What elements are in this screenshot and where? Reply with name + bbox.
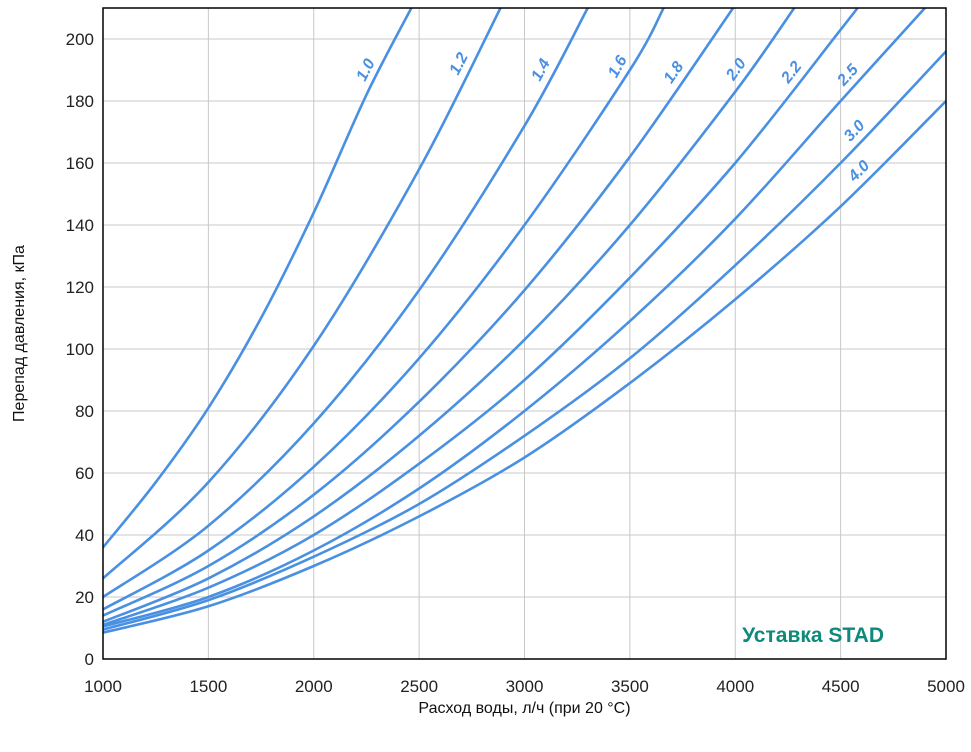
tick-labels: 1000 1500 2000 2500 3000 3500 4000 4500 5000 0 20 4… [66, 30, 965, 696]
curve-1-6 [103, 8, 665, 611]
y-tick-label: 40 [75, 526, 94, 545]
y-tick-label: 200 [66, 30, 94, 49]
x-tick-label: 2500 [400, 677, 438, 696]
x-tick-label: 4500 [822, 677, 860, 696]
y-tick-label: 0 [85, 650, 94, 669]
y-tick-label: 140 [66, 216, 94, 235]
x-tick-label: 2000 [295, 677, 333, 696]
plot-frame [102, 7, 947, 660]
curve-2-5 [103, 8, 927, 628]
curve-3-0 [103, 50, 946, 631]
x-axis-title: Расход воды, л/ч (при 20 °C) [418, 700, 630, 717]
curve-1-2 [103, 8, 502, 580]
y-tick-label: 120 [66, 278, 94, 297]
y-tick-label: 180 [66, 92, 94, 111]
curve-4-0 [103, 99, 946, 634]
x-tick-label: 4000 [716, 677, 754, 696]
y-tick-label: 160 [66, 154, 94, 173]
y-tick-label: 100 [66, 340, 94, 359]
chart-annotation: Уставка STAD [742, 624, 884, 647]
x-tick-label: 1000 [84, 677, 122, 696]
curve-1-8 [103, 8, 735, 617]
curve-2-0 [103, 8, 796, 624]
x-tick-label: 3500 [611, 677, 649, 696]
y-axis-title: Перепад давления, кПа [11, 245, 28, 422]
x-tick-label: 5000 [927, 677, 965, 696]
curve-1-0 [103, 8, 413, 549]
curve-1-4 [103, 8, 590, 599]
y-tick-label: 80 [75, 402, 94, 421]
x-tick-label: 3000 [506, 677, 544, 696]
y-tick-label: 20 [75, 588, 94, 607]
y-tick-label: 60 [75, 464, 94, 483]
curves [103, 8, 946, 634]
x-tick-label: 1500 [189, 677, 227, 696]
curve-2-2 [103, 8, 859, 627]
